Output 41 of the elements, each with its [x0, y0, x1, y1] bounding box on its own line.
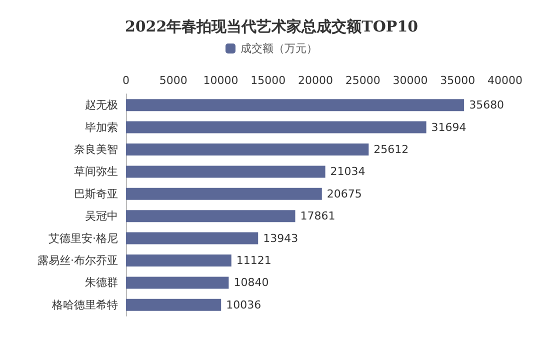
data-label: 11121 [236, 254, 272, 267]
bar [126, 254, 232, 266]
data-label: 35680 [469, 98, 504, 112]
bar [126, 188, 322, 200]
data-label: 31694 [431, 120, 466, 134]
y-tick-label: 赵无极 [85, 98, 118, 112]
x-tick-label: 5000 [159, 74, 188, 87]
y-tick-label: 吴冠中 [85, 210, 118, 223]
y-tick-label: 露易丝·布尔乔亚 [38, 254, 118, 267]
x-tick-label: 0 [122, 74, 130, 87]
bar [126, 144, 369, 156]
x-tick-label: 10000 [203, 74, 238, 87]
y-tick-label: 格哈德里希特 [51, 298, 118, 312]
x-tick-label: 15000 [250, 74, 286, 87]
legend-label: 成交额（万元） [240, 42, 318, 55]
y-tick-label: 奈良美智 [74, 143, 118, 156]
y-tick-label: 毕加索 [85, 120, 118, 134]
x-tick-label: 40000 [488, 74, 522, 87]
x-tick-label: 25000 [345, 74, 380, 87]
x-tick-label: 35000 [440, 74, 476, 87]
x-tick-label: 20000 [298, 74, 333, 87]
bar [126, 232, 258, 244]
data-label: 17861 [300, 210, 336, 223]
bar [126, 166, 326, 178]
y-tick-label: 草间弥生 [74, 165, 118, 178]
data-label: 25612 [374, 143, 409, 156]
bar [126, 298, 222, 311]
x-tick-label: 30000 [392, 74, 428, 87]
bar [126, 210, 296, 222]
data-label: 10036 [226, 298, 262, 312]
data-label: 20675 [326, 187, 362, 200]
bar [126, 99, 464, 112]
y-tick-label: 巴斯奇亚 [74, 187, 118, 200]
y-tick-label: 朱德群 [85, 276, 118, 290]
data-label: 10840 [234, 276, 269, 290]
bar [126, 121, 426, 134]
data-label: 13943 [263, 232, 298, 245]
data-label: 21034 [330, 165, 366, 178]
y-tick-label: 艾德里安·格尼 [48, 232, 118, 245]
chart-title: 2022年春拍现当代艺术家总成交额TOP10 [124, 18, 418, 36]
bar [126, 276, 229, 289]
